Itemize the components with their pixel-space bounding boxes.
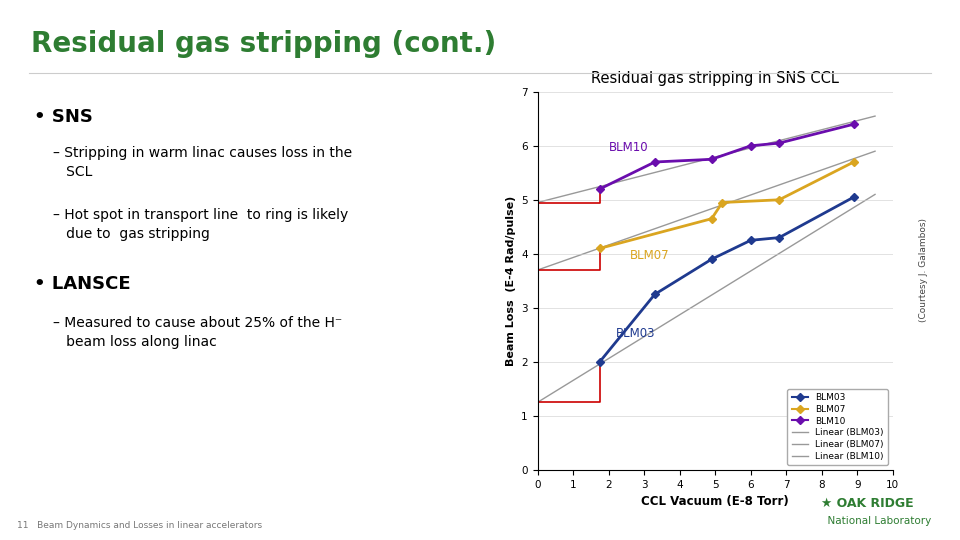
Text: – Stripping in warm linac causes loss in the
   SCL: – Stripping in warm linac causes loss in… bbox=[53, 146, 352, 179]
BLM03 bbox=[594, 359, 606, 365]
Text: BLM10: BLM10 bbox=[609, 141, 648, 154]
BLM03 bbox=[774, 234, 785, 241]
Text: ★ OAK RIDGE: ★ OAK RIDGE bbox=[821, 497, 913, 510]
Text: (Courtesy J. Galambos): (Courtesy J. Galambos) bbox=[919, 218, 928, 322]
Text: – Measured to cause about 25% of the H⁻
   beam loss along linac: – Measured to cause about 25% of the H⁻ … bbox=[53, 316, 342, 349]
BLM10 bbox=[594, 186, 606, 192]
BLM10 bbox=[774, 140, 785, 146]
BLM10 bbox=[706, 156, 717, 163]
BLM03 bbox=[706, 256, 717, 262]
Text: Residual gas stripping (cont.): Residual gas stripping (cont.) bbox=[31, 30, 496, 58]
Y-axis label: Beam Loss  (E-4 Rad/pulse): Beam Loss (E-4 Rad/pulse) bbox=[506, 195, 516, 366]
BLM03 bbox=[649, 291, 660, 298]
Text: 11   Beam Dynamics and Losses in linear accelerators: 11 Beam Dynamics and Losses in linear ac… bbox=[17, 521, 262, 530]
X-axis label: CCL Vacuum (E-8 Torr): CCL Vacuum (E-8 Torr) bbox=[641, 495, 789, 508]
Line: BLM10: BLM10 bbox=[596, 121, 857, 192]
Line: BLM03: BLM03 bbox=[596, 194, 857, 365]
Text: • SNS: • SNS bbox=[34, 108, 92, 126]
Text: BLM03: BLM03 bbox=[615, 327, 656, 340]
BLM07 bbox=[774, 197, 785, 203]
Text: – Hot spot in transport line  to ring is likely
   due to  gas stripping: – Hot spot in transport line to ring is … bbox=[53, 208, 348, 241]
BLM07 bbox=[848, 159, 859, 165]
BLM10 bbox=[745, 143, 756, 149]
BLM10 bbox=[848, 121, 859, 127]
Line: BLM07: BLM07 bbox=[596, 159, 857, 252]
BLM07 bbox=[706, 215, 717, 222]
Text: • LANSCE: • LANSCE bbox=[34, 275, 131, 293]
Text: BLM07: BLM07 bbox=[630, 249, 669, 262]
BLM10 bbox=[649, 159, 660, 165]
BLM03 bbox=[848, 194, 859, 200]
Text: National Laboratory: National Laboratory bbox=[821, 516, 931, 526]
BLM07 bbox=[716, 199, 728, 206]
BLM07 bbox=[594, 245, 606, 252]
Legend: BLM03, BLM07, BLM10, Linear (BLM03), Linear (BLM07), Linear (BLM10): BLM03, BLM07, BLM10, Linear (BLM03), Lin… bbox=[787, 389, 888, 465]
Title: Residual gas stripping in SNS CCL: Residual gas stripping in SNS CCL bbox=[591, 71, 839, 86]
BLM03 bbox=[745, 237, 756, 244]
